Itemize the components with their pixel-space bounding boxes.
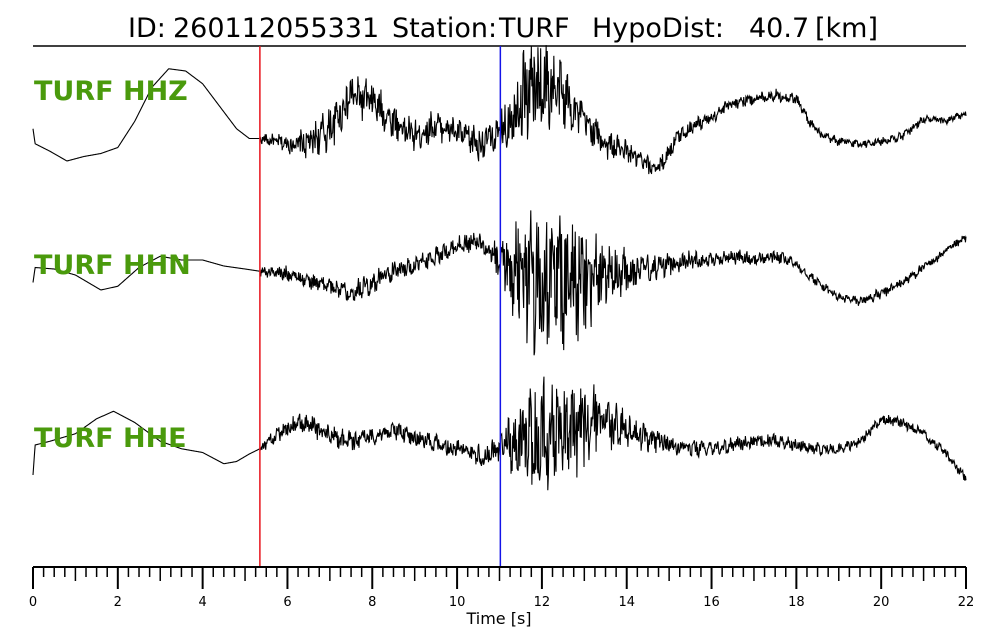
tick-label: 4 [198, 595, 206, 610]
tick-label: 12 [534, 595, 551, 610]
time-axis: Time [s] 0 2 4 6 8 10 12 14 16 18 20 22 [29, 566, 975, 628]
tick-label: 20 [873, 595, 890, 610]
waveform-traces [32, 45, 967, 491]
title-station-label: Station: [392, 13, 497, 44]
title-hypodist-label: HypoDist: [592, 13, 724, 44]
tick-label: 22 [958, 595, 975, 610]
tick-label: 14 [618, 595, 635, 610]
tick-label: 16 [703, 595, 720, 610]
phase-picks [259, 46, 502, 567]
title-id-label: ID: [128, 13, 166, 44]
chart-title: ID: 260112055331 Station: TURF HypoDist:… [128, 13, 878, 44]
channel-labels: TURF HHZ TURF HHN TURF HHE [34, 76, 191, 454]
title-id-value: 260112055331 [173, 13, 379, 44]
channel-label-2: TURF HHN [34, 250, 191, 281]
waveform-trace-1 [32, 45, 967, 175]
tick-label: 18 [788, 595, 805, 610]
title-station-value: TURF [498, 13, 570, 44]
x-axis-label: Time [s] [465, 609, 531, 628]
waveform-trace-2 [32, 210, 967, 356]
tick-label: 8 [368, 595, 376, 610]
channel-label-1: TURF HHZ [34, 76, 188, 107]
waveform-trace-3 [32, 376, 967, 491]
tick-label: 0 [29, 595, 37, 610]
tick-label: 6 [283, 595, 291, 610]
title-hypodist-value: 40.7 [749, 13, 809, 44]
title-hypodist-unit: [km] [815, 13, 878, 44]
channel-label-3: TURF HHE [34, 423, 187, 454]
tick-label: 10 [449, 595, 466, 610]
tick-label: 2 [114, 595, 122, 610]
